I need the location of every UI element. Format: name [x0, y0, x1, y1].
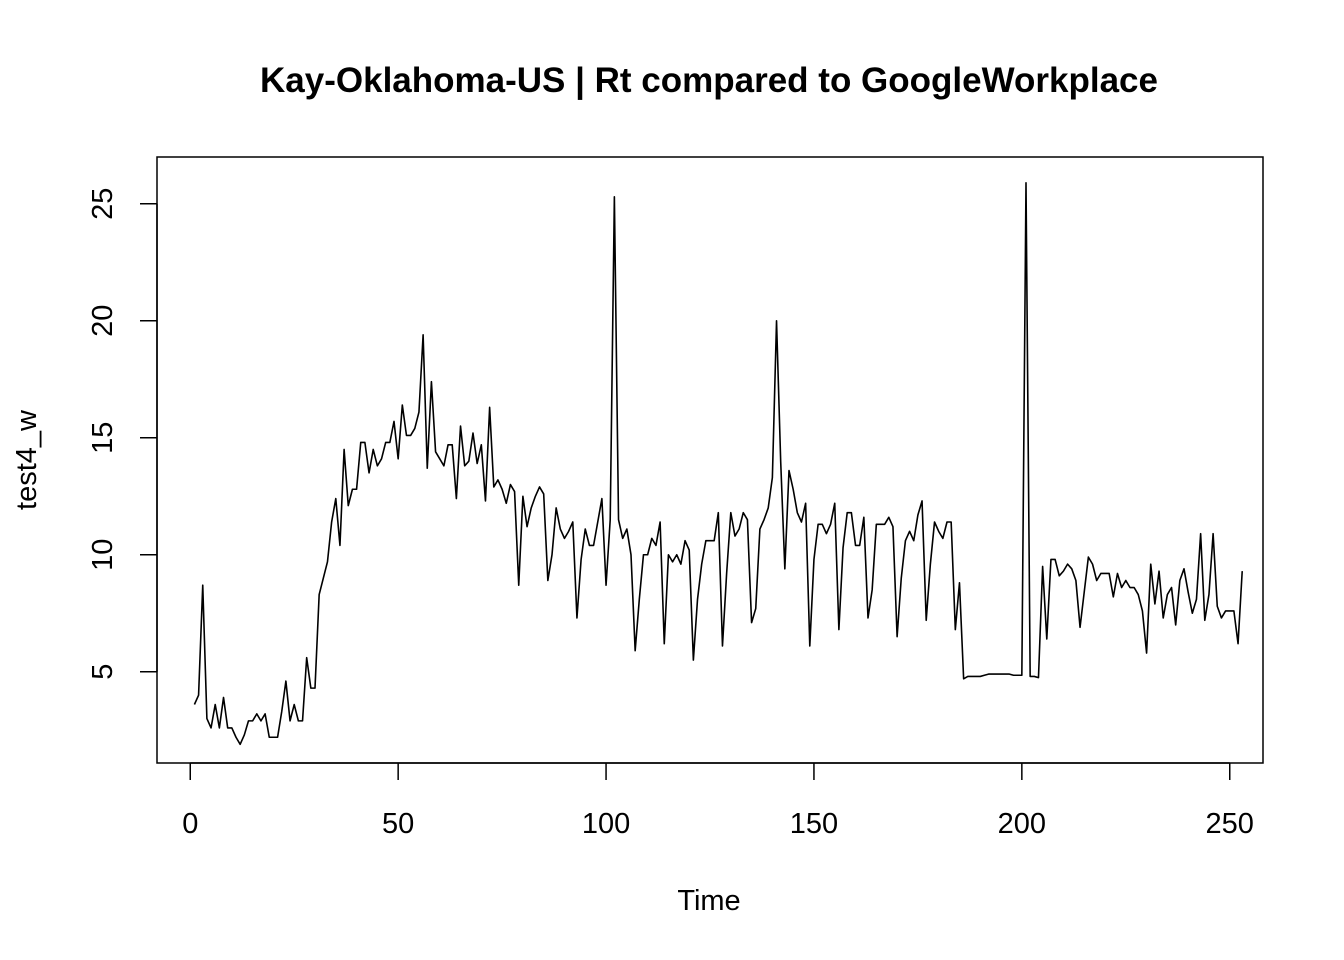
x-axis: 0 50 100 150 200 250: [182, 762, 1254, 840]
y-tick-label: 15: [87, 422, 119, 454]
x-tick-label: 100: [582, 808, 630, 840]
y-tick-label: 25: [87, 188, 119, 220]
x-tick-label: 0: [182, 808, 198, 840]
plot-frame: [156, 156, 1264, 764]
x-tick-label: 150: [790, 808, 838, 840]
y-tick-label: 10: [87, 539, 119, 571]
x-tick-label: 50: [382, 808, 414, 840]
y-tick-label: 5: [87, 664, 119, 680]
x-tick-label: 250: [1206, 808, 1254, 840]
x-tick-label: 200: [998, 808, 1046, 840]
chart-title: Kay-Oklahoma-US | Rt compared to GoogleW…: [260, 61, 1158, 100]
series-line: [193, 181, 1244, 746]
y-axis: 5 10 15 20 25: [87, 188, 158, 680]
y-tick-label: 20: [87, 305, 119, 337]
x-axis-label: Time: [677, 885, 740, 917]
y-axis-label: test4_w: [11, 409, 43, 510]
